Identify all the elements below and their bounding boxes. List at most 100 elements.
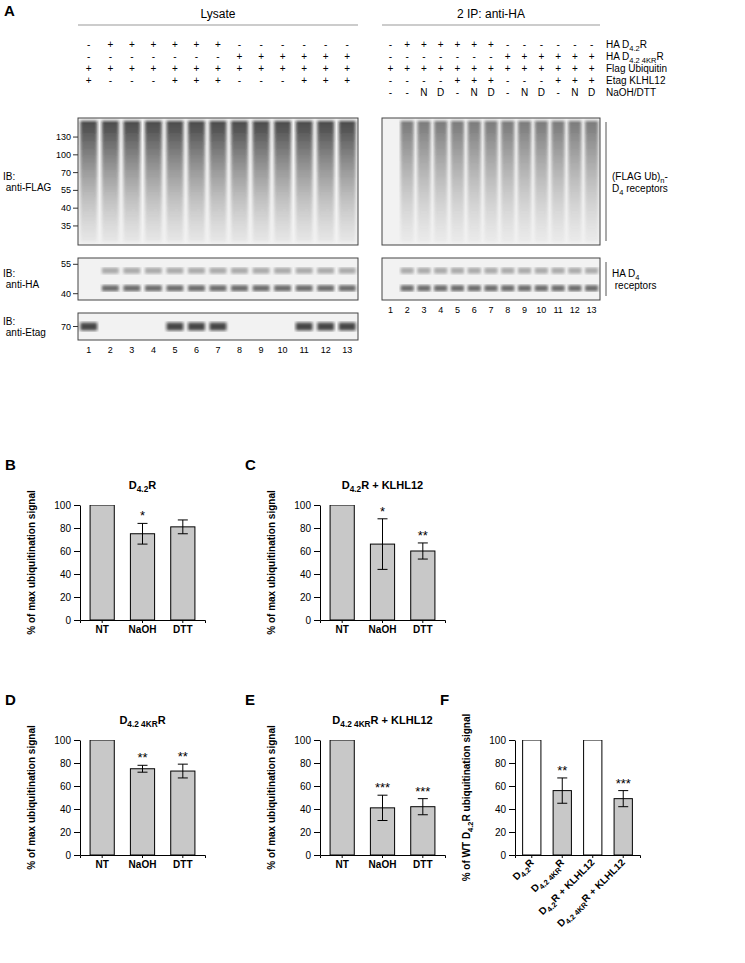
tick-label: D4.2R — [510, 856, 538, 884]
lane-smear — [568, 121, 581, 242]
condition: + — [538, 63, 544, 74]
lane-band — [296, 285, 313, 291]
lane-band — [484, 268, 497, 274]
lane-band — [188, 268, 205, 274]
condition: - — [389, 39, 392, 50]
condition: + — [323, 75, 329, 86]
lane-band — [210, 285, 227, 291]
lane-band — [518, 268, 531, 274]
condition: + — [555, 51, 561, 62]
condition: N — [571, 87, 578, 98]
lane-band — [401, 268, 414, 274]
tick-mark — [592, 855, 593, 858]
lane-number: 13 — [587, 305, 597, 315]
lane-band — [145, 285, 162, 291]
y-tick: 40 — [300, 569, 320, 580]
tick-label: NT — [96, 859, 109, 870]
condition: - — [87, 39, 90, 50]
lane-number: 5 — [455, 305, 460, 315]
condition: - — [152, 51, 155, 62]
lane-band — [296, 323, 313, 331]
lane-band — [188, 285, 205, 291]
lane-band — [231, 285, 248, 291]
condition: + — [538, 51, 544, 62]
blot-section: Lysate-++++++-------------++++++++++++++… — [3, 7, 358, 355]
section-rule — [382, 25, 600, 26]
tick-label: 0 — [65, 850, 71, 861]
tick-mark — [74, 505, 80, 506]
tick-label: 40 — [495, 804, 507, 815]
error-bar — [178, 764, 188, 778]
lane-band — [535, 285, 548, 291]
tick-mark — [74, 740, 80, 741]
tick-label: DTT — [173, 859, 192, 870]
lane-band — [468, 285, 481, 291]
tick-mark — [314, 855, 320, 856]
tick-mark — [314, 528, 320, 529]
condition: N — [420, 87, 427, 98]
y-tick: 100 — [54, 500, 80, 511]
y-axis: 020406080100 — [54, 500, 80, 626]
lane-band — [417, 285, 430, 291]
error-cap — [418, 559, 428, 560]
marker-label: 55 — [61, 185, 71, 195]
condition: + — [194, 63, 200, 74]
condition: + — [488, 63, 494, 74]
condition: + — [438, 63, 444, 74]
condition: - — [456, 51, 459, 62]
lane-band — [518, 285, 531, 291]
condition: + — [323, 51, 329, 62]
condition: - — [281, 39, 284, 50]
tick-label: 20 — [300, 827, 312, 838]
tick-mark — [74, 597, 80, 598]
condition: - — [439, 75, 442, 86]
lane-band — [210, 323, 227, 331]
condition: + — [323, 63, 329, 74]
condition: - — [506, 39, 509, 50]
condition: - — [556, 39, 559, 50]
y-tick: 20 — [300, 592, 320, 603]
bar — [171, 771, 195, 855]
condition: - — [422, 75, 425, 86]
tick-label: 40 — [300, 804, 312, 815]
axis-line — [81, 856, 206, 859]
tick-label: 100 — [489, 735, 506, 746]
lane-number: 9 — [259, 345, 264, 355]
lane-smear — [585, 121, 598, 242]
tick-mark — [182, 855, 183, 858]
lane-band — [501, 285, 514, 291]
lane-number: 2 — [405, 305, 410, 315]
x-tick: NaOH — [129, 620, 157, 635]
error-cap — [557, 803, 567, 804]
condition: + — [488, 75, 494, 86]
condition: + — [471, 63, 477, 74]
significance: *** — [616, 776, 631, 791]
lane-number: 11 — [299, 345, 308, 355]
tick-mark — [509, 786, 515, 787]
x-axis: NTNaOHDTT — [81, 855, 206, 870]
condition: + — [86, 75, 92, 86]
x-tick: DTT — [413, 620, 432, 635]
tick-mark — [342, 620, 343, 623]
lane-smear — [274, 121, 291, 242]
condition: + — [404, 63, 410, 74]
condition: - — [302, 39, 305, 50]
tick-mark — [74, 620, 80, 621]
lane-number: 6 — [472, 305, 477, 315]
tick-mark — [102, 620, 103, 623]
marker-tick — [73, 264, 78, 265]
lane-smear — [339, 121, 356, 242]
condition: + — [555, 75, 561, 86]
marker-tick — [73, 225, 78, 226]
condition: - — [540, 75, 543, 86]
tick-label: NaOH — [369, 859, 397, 870]
condition: + — [301, 51, 307, 62]
lane-number: 2 — [108, 345, 113, 355]
y-tick: 80 — [300, 758, 320, 769]
x-tick: NaOH — [369, 620, 397, 635]
condition: + — [129, 39, 135, 50]
condition: N — [471, 87, 478, 98]
blot-label: IB: anti-FLAG — [3, 171, 52, 193]
axis-line — [516, 856, 641, 859]
y-tick: 100 — [294, 500, 320, 511]
